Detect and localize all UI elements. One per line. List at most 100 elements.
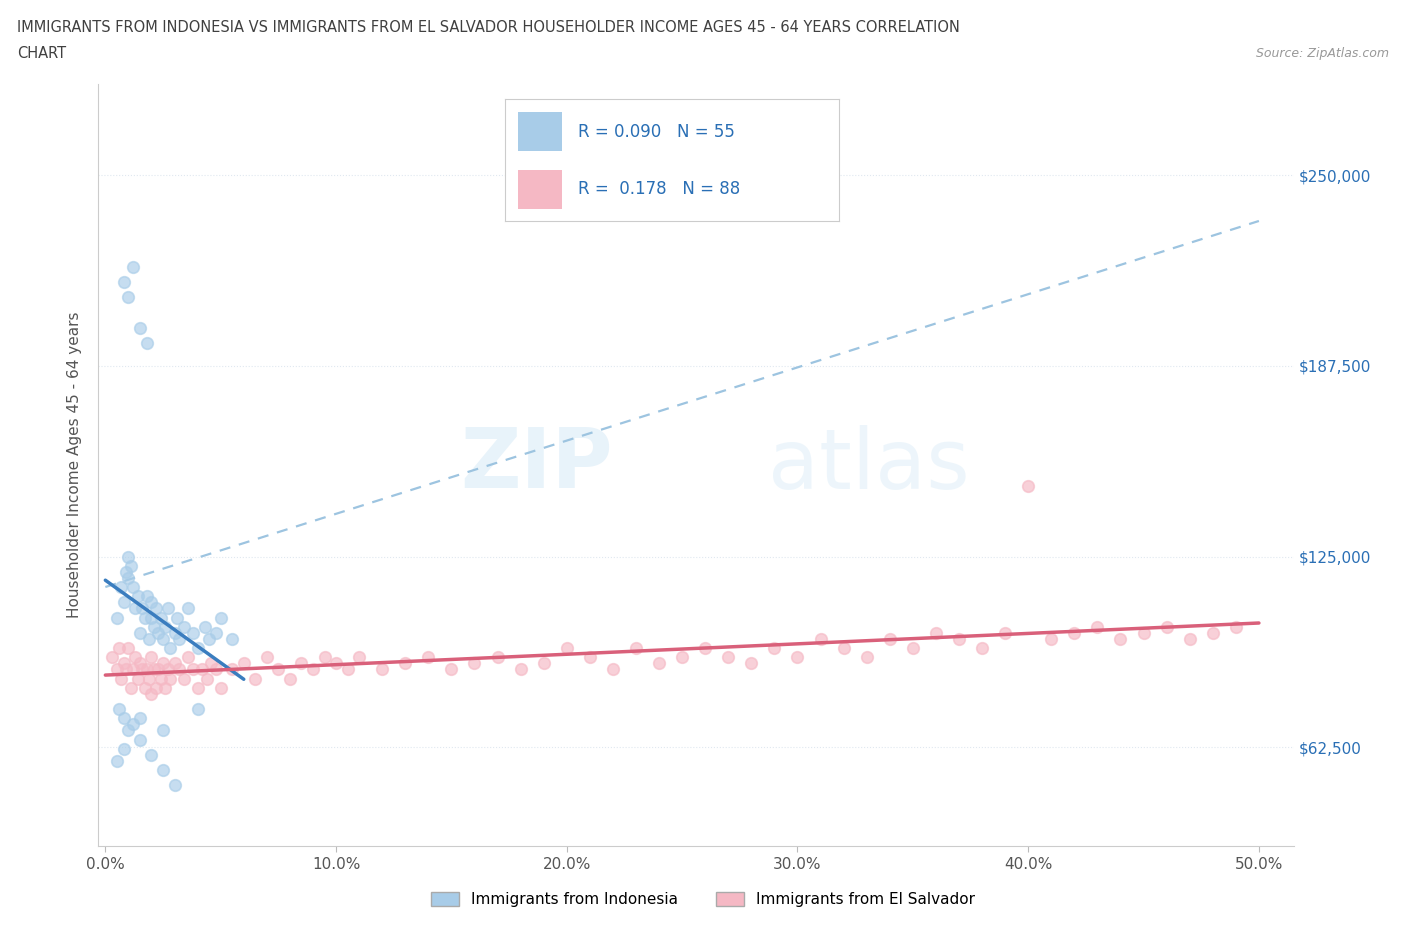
Point [167, 662, 190, 677]
Point [187, 641, 209, 656]
Point [181, 625, 204, 640]
Point [129, 320, 152, 335]
Point [695, 641, 717, 656]
Point [159, 671, 181, 686]
Point [112, 656, 135, 671]
Point [129, 711, 152, 725]
Point [336, 662, 359, 677]
Point [122, 717, 145, 732]
Point [763, 641, 786, 656]
Point [245, 671, 267, 686]
Point [141, 748, 163, 763]
Point [177, 650, 200, 665]
Point [1063, 625, 1085, 640]
Point [138, 671, 160, 686]
Point [142, 619, 165, 634]
Point [115, 565, 138, 579]
Point [105, 662, 128, 677]
Point [648, 656, 671, 671]
Point [108, 641, 131, 656]
Point [205, 662, 228, 677]
Point [101, 650, 124, 665]
Point [948, 631, 970, 646]
Point [112, 595, 135, 610]
Point [117, 570, 139, 585]
Point [1156, 619, 1178, 634]
Point [138, 631, 160, 646]
Point [122, 662, 145, 677]
Point [120, 680, 142, 695]
Point [278, 671, 301, 686]
Point [256, 650, 278, 665]
Point [141, 686, 163, 701]
Point [152, 656, 174, 671]
Point [205, 625, 228, 640]
Point [509, 662, 531, 677]
Point [152, 631, 174, 646]
Point [418, 650, 440, 665]
Point [832, 641, 855, 656]
Point [786, 650, 808, 665]
Text: atlas: atlas [768, 424, 969, 506]
Point [740, 656, 762, 671]
Point [1132, 625, 1154, 640]
Point [156, 662, 179, 677]
Point [108, 701, 131, 716]
Point [671, 650, 693, 665]
Point [141, 650, 163, 665]
Point [879, 631, 901, 646]
Point [127, 671, 149, 686]
Point [131, 601, 153, 616]
Point [152, 763, 174, 777]
Point [159, 641, 181, 656]
Point [347, 650, 370, 665]
Point [209, 610, 232, 625]
Point [555, 641, 578, 656]
Point [145, 680, 167, 695]
Point [115, 662, 138, 677]
Point [394, 656, 416, 671]
Point [221, 662, 243, 677]
Point [533, 656, 555, 671]
Text: CHART: CHART [17, 46, 66, 61]
Point [1040, 631, 1063, 646]
Point [440, 662, 463, 677]
Point [579, 650, 602, 665]
Point [371, 662, 394, 677]
Point [602, 662, 624, 677]
Point [994, 625, 1017, 640]
Text: Source: ZipAtlas.com: Source: ZipAtlas.com [1256, 46, 1389, 60]
Point [149, 671, 172, 686]
Point [855, 650, 877, 665]
Point [1017, 479, 1039, 494]
Point [901, 641, 924, 656]
Point [127, 589, 149, 604]
Point [1178, 631, 1201, 646]
Point [112, 741, 135, 756]
Point [135, 662, 157, 677]
Point [163, 656, 186, 671]
Point [232, 656, 254, 671]
Point [148, 625, 170, 640]
Point [131, 662, 153, 677]
Point [810, 631, 832, 646]
Legend: Immigrants from Indonesia, Immigrants from El Salvador: Immigrants from Indonesia, Immigrants fr… [425, 885, 981, 913]
Point [129, 732, 152, 747]
Point [163, 625, 186, 640]
Point [129, 625, 152, 640]
Point [173, 619, 195, 634]
Point [110, 671, 132, 686]
Text: ZIP: ZIP [460, 424, 613, 506]
Point [191, 662, 214, 677]
Point [325, 656, 347, 671]
Point [486, 650, 509, 665]
Point [267, 662, 290, 677]
Point [717, 650, 740, 665]
Point [173, 671, 195, 686]
Point [135, 589, 157, 604]
Point [187, 680, 209, 695]
Point [187, 701, 209, 716]
Point [145, 601, 167, 616]
Point [167, 631, 190, 646]
Point [181, 662, 204, 677]
